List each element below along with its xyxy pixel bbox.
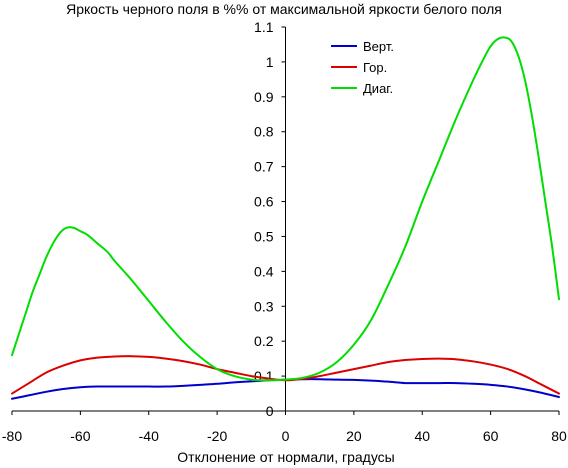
y-tick-label: 0.8 — [254, 124, 274, 140]
legend-label: Гор. — [363, 60, 387, 75]
x-tick-label: 40 — [414, 428, 430, 444]
y-tick-label: 0 — [266, 403, 274, 419]
x-tick-label: 60 — [483, 428, 499, 444]
x-tick-label: -40 — [139, 428, 159, 444]
y-tick-label: 0.6 — [254, 194, 274, 210]
legend-label: Верт. — [363, 39, 394, 54]
x-tick-label: 80 — [551, 428, 567, 444]
x-axis-label: Отклонение от нормали, градусы — [177, 449, 394, 465]
x-tick-label: -60 — [70, 428, 90, 444]
y-tick-label: 1 — [266, 54, 274, 70]
chart-title: Яркость черного поля в %% от максимально… — [66, 1, 502, 17]
legend: Верт. Гор. Диаг. — [331, 39, 394, 96]
y-tick-label: 0.4 — [254, 263, 274, 279]
tick-labels: -80 -60 -40 -20 0 20 40 60 8000.10.20.30.40.50.6… — [2, 19, 567, 444]
y-tick-label: 0.9 — [254, 89, 274, 105]
y-tick-label: 0.5 — [254, 228, 274, 244]
y-tick-label: 1.1 — [254, 19, 274, 35]
y-tick-label: 0.3 — [254, 298, 274, 314]
x-tick-label: -80 — [2, 428, 22, 444]
x-tick-label: -20 — [207, 428, 227, 444]
axes — [12, 27, 559, 412]
series-lines — [11, 36, 560, 400]
legend-label: Диаг. — [363, 81, 393, 96]
series-line-3 — [11, 36, 560, 382]
y-tick-label: 0.7 — [254, 159, 274, 175]
x-tick-label: 20 — [346, 428, 362, 444]
y-tick-label: 0.2 — [254, 333, 274, 349]
x-tick-label: 0 — [282, 428, 290, 444]
